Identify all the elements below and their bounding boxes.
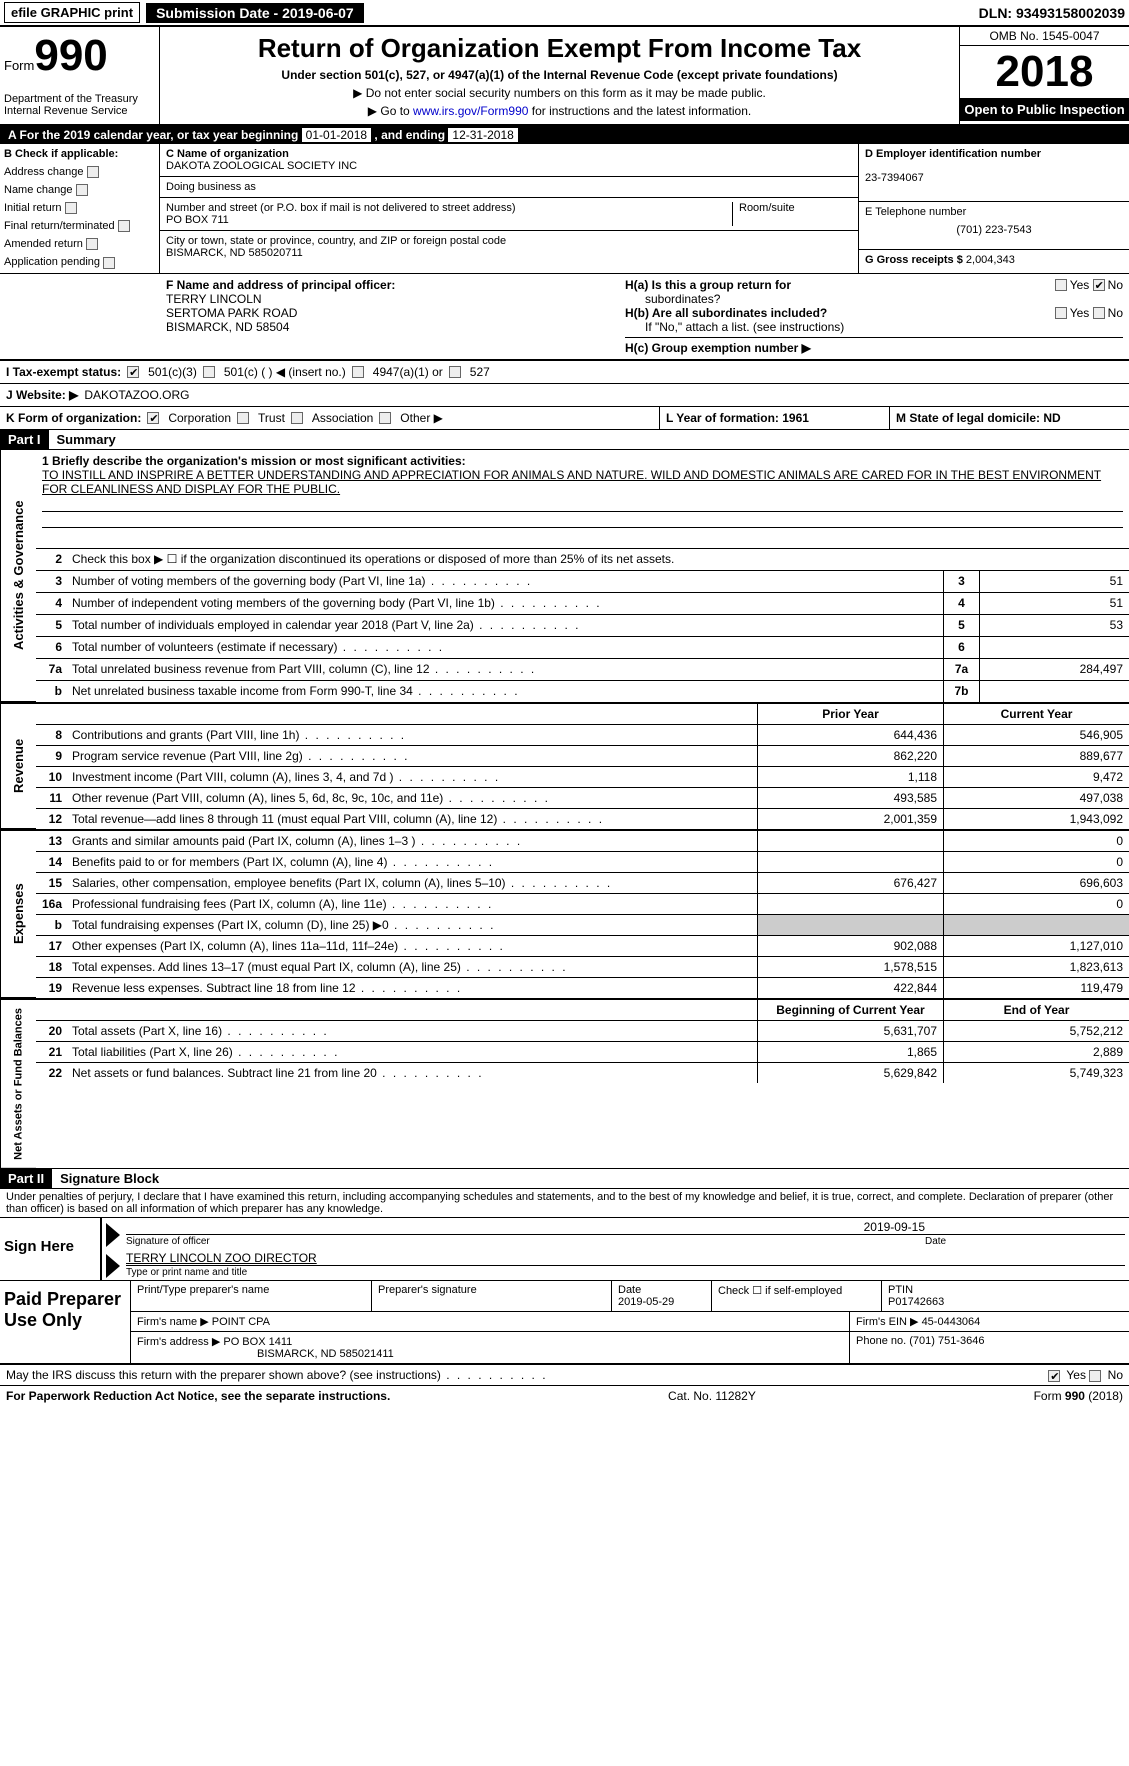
checkbox[interactable] xyxy=(65,202,77,214)
financial-line: 12Total revenue—add lines 8 through 11 (… xyxy=(36,808,1129,829)
fin-header-row: Prior Year Current Year xyxy=(36,704,1129,724)
signature-line: Signature of officer xyxy=(126,1234,925,1247)
org-name-cell: C Name of organization DAKOTA ZOOLOGICAL… xyxy=(160,144,858,177)
501c-checkbox[interactable] xyxy=(203,366,215,378)
penalty-statement: Under penalties of perjury, I declare th… xyxy=(0,1189,1129,1218)
row-a-tax-year: A For the 2019 calendar year, or tax yea… xyxy=(0,126,1129,144)
financial-line: 13Grants and similar amounts paid (Part … xyxy=(36,831,1129,851)
form-title: Return of Organization Exempt From Incom… xyxy=(166,33,953,64)
summary-line: 3Number of voting members of the governi… xyxy=(36,570,1129,592)
financial-line: 19Revenue less expenses. Subtract line 1… xyxy=(36,977,1129,998)
financial-line: 22Net assets or fund balances. Subtract … xyxy=(36,1062,1129,1083)
irs-link[interactable]: www.irs.gov/Form990 xyxy=(413,104,528,118)
checkbox[interactable] xyxy=(87,166,99,178)
activities-label: Activities & Governance xyxy=(0,450,36,702)
row-i-label: I Tax-exempt status: xyxy=(6,365,121,379)
prep-name-header: Print/Type preparer's name xyxy=(131,1281,371,1311)
part2-title: Signature Block xyxy=(52,1169,167,1188)
dba-cell: Doing business as xyxy=(160,177,858,198)
gross-receipts-cell: G Gross receipts $ 2,004,343 xyxy=(859,250,1129,270)
financial-line: 14Benefits paid to or for members (Part … xyxy=(36,851,1129,872)
mission-statement: 1 Briefly describe the organization's mi… xyxy=(36,450,1129,548)
year-formation: L Year of formation: 1961 xyxy=(659,407,889,429)
financial-line: 11Other revenue (Part VIII, column (A), … xyxy=(36,787,1129,808)
instructions-link-row: ▶ Go to www.irs.gov/Form990 for instruct… xyxy=(166,104,953,118)
dept-treasury: Department of the Treasury Internal Reve… xyxy=(4,93,155,117)
financial-line: 15Salaries, other compensation, employee… xyxy=(36,872,1129,893)
irs-discuss-row: May the IRS discuss this return with the… xyxy=(0,1365,1129,1386)
efile-label: efile GRAPHIC print xyxy=(4,2,140,23)
financial-line: bTotal fundraising expenses (Part IX, co… xyxy=(36,914,1129,935)
financial-line: 17Other expenses (Part IX, column (A), l… xyxy=(36,935,1129,956)
summary-line: 6Total number of volunteers (estimate if… xyxy=(36,636,1129,658)
paperwork-notice: For Paperwork Reduction Act Notice, see … xyxy=(6,1389,390,1403)
financial-line: 10Investment income (Part VIII, column (… xyxy=(36,766,1129,787)
cat-no: Cat. No. 11282Y xyxy=(668,1389,756,1403)
checkbox[interactable] xyxy=(103,257,115,269)
col-b-checkboxes: B Check if applicable: Address change Na… xyxy=(0,144,160,273)
financial-line: 8Contributions and grants (Part VIII, li… xyxy=(36,724,1129,745)
dln: DLN: 93493158002039 xyxy=(979,5,1125,21)
firm-phone: Phone no. (701) 751-3646 xyxy=(849,1332,1129,1363)
phone-cell: E Telephone number (701) 223-7543 xyxy=(859,202,1129,250)
financial-line: 21Total liabilities (Part X, line 26)1,8… xyxy=(36,1041,1129,1062)
revenue-label: Revenue xyxy=(0,704,36,829)
submission-date: Submission Date - 2019-06-07 xyxy=(146,3,364,23)
financial-line: 18Total expenses. Add lines 13–17 (must … xyxy=(36,956,1129,977)
state-domicile: M State of legal domicile: ND xyxy=(889,407,1129,429)
city-cell: City or town, state or province, country… xyxy=(160,231,858,263)
part2-header: Part II xyxy=(0,1169,52,1188)
website-label: J Website: ▶ xyxy=(6,388,78,402)
omb-number: OMB No. 1545-0047 xyxy=(960,27,1129,46)
ssn-warning: ▶ Do not enter social security numbers o… xyxy=(166,86,953,100)
expenses-label: Expenses xyxy=(0,831,36,998)
summary-line: 5Total number of individuals employed in… xyxy=(36,614,1129,636)
form-footer: Form 990 (2018) xyxy=(1034,1389,1123,1403)
address-cell: Number and street (or P.O. box if mail i… xyxy=(160,198,858,231)
website-value: DAKOTAZOO.ORG xyxy=(84,388,189,402)
checkbox[interactable] xyxy=(76,184,88,196)
open-inspection: Open to Public Inspection xyxy=(960,98,1129,121)
netassets-header: Beginning of Current Year End of Year xyxy=(36,1000,1129,1020)
ein-cell: D Employer identification number 23-7394… xyxy=(859,144,1129,202)
sign-here-label: Sign Here xyxy=(0,1218,100,1280)
summary-line: bNet unrelated business taxable income f… xyxy=(36,680,1129,702)
firm-address: Firm's address ▶ PO BOX 1411BISMARCK, ND… xyxy=(131,1332,849,1363)
part1-title: Summary xyxy=(49,430,124,449)
sign-arrow-icon xyxy=(106,1223,120,1247)
checkbox[interactable] xyxy=(86,238,98,250)
4947-checkbox[interactable] xyxy=(352,366,364,378)
row-k-org-form: K Form of organization: Corporation Trus… xyxy=(0,407,659,429)
firm-name: Firm's name ▶ POINT CPA xyxy=(131,1312,849,1331)
line-2: Check this box ▶ ☐ if the organization d… xyxy=(68,549,1129,570)
financial-line: 16aProfessional fundraising fees (Part I… xyxy=(36,893,1129,914)
summary-line: 4Number of independent voting members of… xyxy=(36,592,1129,614)
tax-year: 2018 xyxy=(960,46,1129,98)
part1-header: Part I xyxy=(0,430,49,449)
financial-line: 20Total assets (Part X, line 16)5,631,70… xyxy=(36,1020,1129,1041)
form-number: Form990 xyxy=(4,31,155,81)
firm-ein: Firm's EIN ▶ 45-0443064 xyxy=(849,1312,1129,1331)
netassets-label: Net Assets or Fund Balances xyxy=(0,1000,36,1169)
form-subtitle: Under section 501(c), 527, or 4947(a)(1)… xyxy=(166,68,953,82)
prep-sig-header: Preparer's signature xyxy=(371,1281,611,1311)
501c3-checkbox[interactable] xyxy=(127,366,139,378)
h-questions: H(a) Is this a group return for subordin… xyxy=(619,274,1129,359)
527-checkbox[interactable] xyxy=(449,366,461,378)
paid-preparer-label: Paid Preparer Use Only xyxy=(0,1281,130,1363)
summary-line: 7aTotal unrelated business revenue from … xyxy=(36,658,1129,680)
financial-line: 9Program service revenue (Part VIII, lin… xyxy=(36,745,1129,766)
sign-arrow-icon xyxy=(106,1254,120,1278)
checkbox[interactable] xyxy=(118,220,130,232)
prep-ptin: PTINP01742663 xyxy=(881,1281,1129,1311)
principal-officer: F Name and address of principal officer:… xyxy=(0,274,619,359)
prep-selfemp: Check ☐ if self-employed xyxy=(711,1281,881,1311)
prep-date: Date2019-05-29 xyxy=(611,1281,711,1311)
